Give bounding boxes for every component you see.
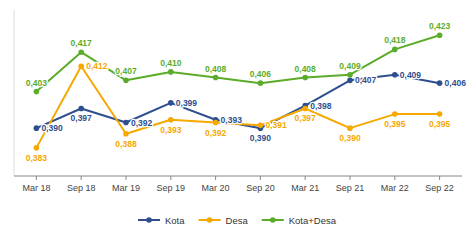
point xyxy=(392,47,398,53)
point xyxy=(168,69,174,75)
point xyxy=(347,72,353,78)
data-labels: 0,403 0,390 0,383 0,417 0,412 0,397 0,407 0,392… xyxy=(26,21,466,163)
data-label: 0,391 xyxy=(265,120,287,130)
series-line xyxy=(36,75,439,128)
data-label: 0,397 xyxy=(71,113,93,123)
data-label: 0,418 xyxy=(384,35,406,45)
x-tick xyxy=(215,176,216,180)
legend-label: Kota xyxy=(165,215,185,226)
point xyxy=(34,89,40,95)
x-tick-label: Mar 18 xyxy=(22,183,50,193)
point xyxy=(302,106,308,112)
data-label: 0,390 xyxy=(250,133,272,143)
point xyxy=(34,125,40,131)
point xyxy=(392,111,398,117)
data-label: 0,397 xyxy=(295,113,317,123)
x-tick xyxy=(439,176,440,180)
data-label: 0,407 xyxy=(355,75,377,85)
x-tick-label: Sep 21 xyxy=(336,183,365,193)
data-label: 0,423 xyxy=(429,21,451,31)
data-label: 0,408 xyxy=(205,64,227,74)
data-label: 0,408 xyxy=(295,64,317,74)
legend-marker xyxy=(146,217,152,223)
data-label: 0,407 xyxy=(115,66,137,76)
chart: Mar 18 Sep 18 Mar 19 Sep 19 Mar 20 Sep 20 Mar … xyxy=(0,0,474,234)
data-label: 0,390 xyxy=(41,123,63,133)
data-label: 0,398 xyxy=(310,101,332,111)
x-tick xyxy=(305,176,306,180)
point xyxy=(78,63,84,69)
x-tick xyxy=(170,176,171,180)
x-tick xyxy=(394,176,395,180)
data-label: 0,395 xyxy=(429,119,451,129)
point xyxy=(78,49,84,55)
point xyxy=(392,72,398,78)
legend-item: Kota xyxy=(138,215,185,226)
x-tick-label: Mar 22 xyxy=(381,183,409,193)
data-label: 0,399 xyxy=(176,98,198,108)
x-tick xyxy=(350,176,351,180)
y-range-line xyxy=(14,10,15,176)
point xyxy=(213,75,219,81)
point xyxy=(123,78,129,84)
x-tick-label: Mar 21 xyxy=(291,183,319,193)
point xyxy=(437,80,443,86)
data-label: 0,383 xyxy=(26,153,48,163)
data-label: 0,410 xyxy=(160,58,182,68)
data-label: 0,409 xyxy=(339,61,361,71)
point xyxy=(34,145,40,151)
data-label: 0,417 xyxy=(71,38,93,48)
x-tick-label: Sep 20 xyxy=(246,183,275,193)
data-label: 0,403 xyxy=(26,78,48,88)
x-tick xyxy=(81,176,82,180)
x-tick xyxy=(36,176,37,180)
legend-label: Kota+Desa xyxy=(289,215,337,226)
point xyxy=(302,75,308,81)
legend-item: Desa xyxy=(199,215,249,226)
x-tick-label: Sep 22 xyxy=(425,183,454,193)
point xyxy=(437,33,443,39)
data-label: 0,393 xyxy=(221,115,243,125)
data-label: 0,395 xyxy=(384,119,406,129)
series-line xyxy=(36,66,439,148)
point xyxy=(258,123,264,129)
x-tick-label: Sep 19 xyxy=(157,183,186,193)
point xyxy=(123,120,129,126)
legend: Kota Desa Kota+Desa xyxy=(138,215,337,226)
series-line xyxy=(36,35,439,91)
data-label: 0,406 xyxy=(250,69,272,79)
x-tick-label: Mar 20 xyxy=(202,183,230,193)
point xyxy=(258,80,264,86)
point xyxy=(168,117,174,123)
point xyxy=(168,100,174,106)
data-label: 0,392 xyxy=(131,118,153,128)
x-tick xyxy=(260,176,261,180)
data-label: 0,393 xyxy=(160,125,182,135)
legend-marker xyxy=(207,217,213,223)
x-tick-label: Sep 18 xyxy=(67,183,96,193)
data-label: 0,406 xyxy=(445,78,467,88)
point xyxy=(123,131,129,137)
legend-item: Kota+Desa xyxy=(262,215,337,226)
point xyxy=(213,120,219,126)
point xyxy=(78,106,84,112)
x-tick-label: Mar 19 xyxy=(112,183,140,193)
plot-area xyxy=(34,33,443,151)
data-label: 0,412 xyxy=(86,61,108,71)
point xyxy=(347,125,353,131)
data-label: 0,392 xyxy=(205,128,227,138)
legend-label: Desa xyxy=(226,215,249,226)
point xyxy=(347,78,353,84)
data-label: 0,388 xyxy=(115,139,137,149)
point xyxy=(437,111,443,117)
data-label: 0,390 xyxy=(339,133,361,143)
legend-marker xyxy=(270,217,276,223)
x-tick xyxy=(126,176,127,180)
data-label: 0,409 xyxy=(400,70,422,80)
